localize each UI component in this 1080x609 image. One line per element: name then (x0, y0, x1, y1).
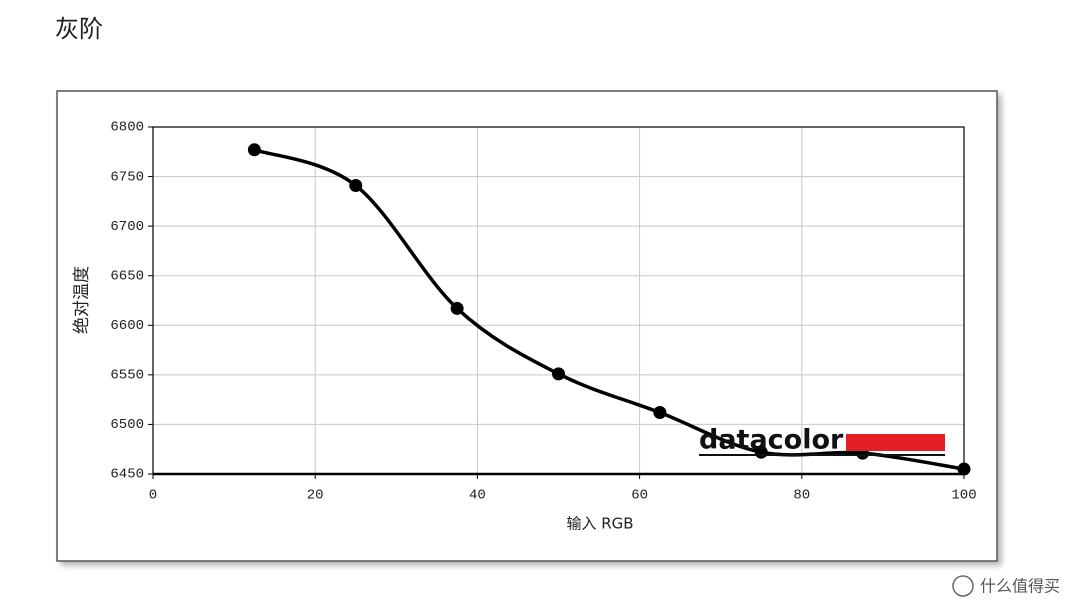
site-watermark: 什么值得买 (980, 577, 1060, 596)
y-tick-label: 6550 (110, 368, 144, 384)
data-point (450, 301, 464, 315)
data-point (957, 462, 971, 476)
y-tick-label: 6600 (110, 318, 144, 334)
x-tick-label: 0 (149, 488, 157, 504)
x-tick-label: 20 (307, 488, 324, 504)
x-tick-label: 100 (951, 488, 976, 504)
y-tick-label: 6500 (110, 417, 144, 433)
x-axis-label: 输入 RGB (566, 515, 633, 533)
x-tick-label: 40 (469, 488, 486, 504)
data-point (247, 143, 261, 157)
data-point (552, 367, 565, 381)
x-tick-label: 80 (793, 488, 810, 504)
plot: 6450 6500 6550 6600 6650 6700 6750 6800 0 20 40 60 8… (110, 120, 976, 504)
watermark-text: datacolor (699, 425, 844, 456)
y-tick-label: 6700 (110, 219, 144, 235)
data-point (349, 178, 363, 192)
y-tick-label: 6800 (110, 120, 144, 136)
chart-title: 灰阶 (55, 15, 103, 43)
watermark-bar (846, 434, 945, 451)
data-point (653, 406, 667, 420)
site-logo (952, 575, 974, 597)
y-tick-label: 6650 (110, 268, 144, 284)
y-axis-label: 绝对温度 (72, 266, 92, 334)
y-tick-label: 6750 (110, 169, 144, 185)
series-line (253, 148, 965, 471)
x-tick-label: 60 (631, 488, 648, 504)
y-tick-label: 6450 (110, 467, 144, 483)
watermark: datacolor (699, 425, 945, 456)
chart-frame (56, 90, 998, 562)
